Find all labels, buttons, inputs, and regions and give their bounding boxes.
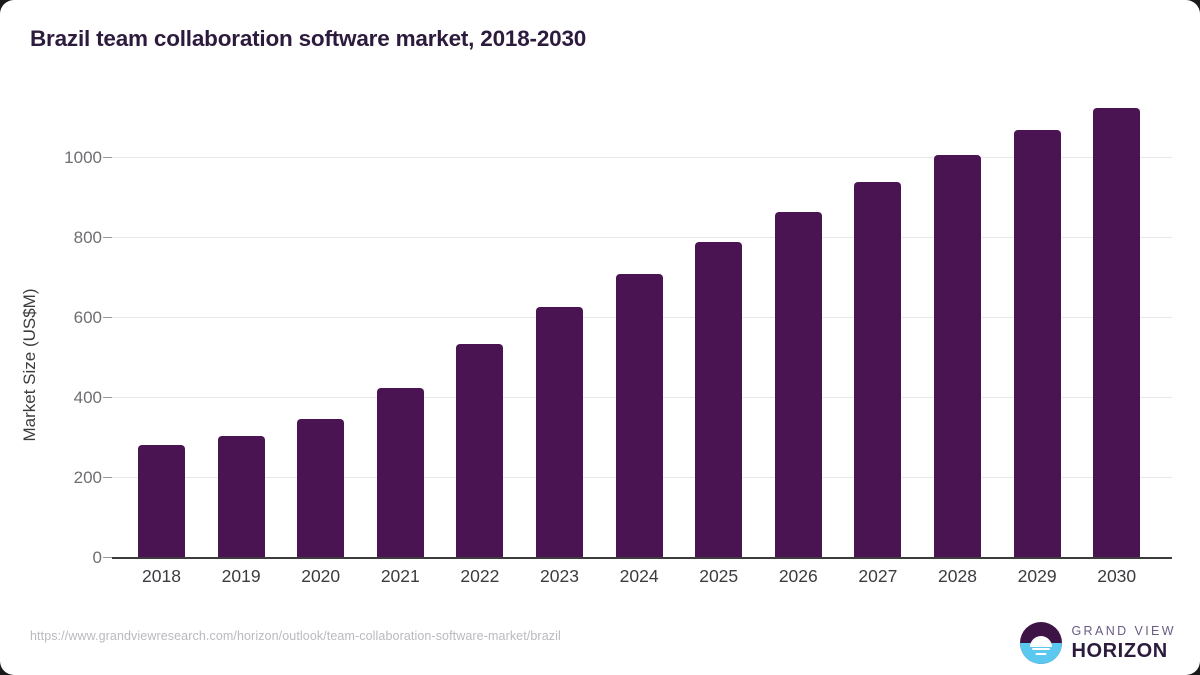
bar-2030[interactable]	[1093, 107, 1141, 557]
bar-2020[interactable]	[297, 419, 345, 557]
bar-2018[interactable]	[138, 445, 185, 557]
x-axis-line	[112, 557, 1172, 559]
x-tick-label-2029: 2029	[1017, 566, 1057, 586]
horizon-logo-icon	[1020, 622, 1063, 664]
x-tick-label-2025: 2025	[699, 566, 739, 586]
y-tick-mark	[103, 477, 112, 478]
brand-name-primary: GRAND VIEW	[1071, 624, 1176, 639]
y-tick-label: 400	[73, 388, 102, 407]
x-tick-label-2028: 2028	[938, 566, 977, 586]
y-tick-label: 800	[73, 228, 102, 247]
bar-2022[interactable]	[456, 343, 504, 557]
bar-2023[interactable]	[536, 306, 583, 557]
source-url-text: https://www.grandviewresearch.com/horizo…	[30, 629, 561, 643]
y-tick-mark	[103, 397, 112, 398]
logo-sun-dome-shape	[1030, 636, 1053, 648]
x-tick-label-2023: 2023	[540, 566, 579, 586]
bar-2029[interactable]	[1013, 129, 1061, 557]
y-tick-label: 0	[92, 548, 102, 567]
y-tick-mark	[103, 157, 112, 158]
x-tick-label-2027: 2027	[858, 566, 898, 586]
x-tick-label-2026: 2026	[778, 566, 818, 586]
x-tick-label-2022: 2022	[460, 566, 500, 586]
bar-2025[interactable]	[695, 242, 743, 557]
x-tick-label-2030: 2030	[1097, 566, 1137, 586]
y-tick-mark	[103, 557, 112, 558]
brand-name-secondary: HORIZON	[1071, 639, 1168, 662]
x-tick-label-2020: 2020	[301, 566, 341, 586]
page-title: Brazil team collaboration software marke…	[30, 26, 587, 51]
bar-2026[interactable]	[774, 212, 822, 557]
y-tick-label: 200	[73, 468, 102, 487]
brand-logo: GRAND VIEW HORIZON	[1020, 620, 1176, 666]
y-tick-mark	[103, 237, 112, 238]
gridline	[112, 237, 1172, 238]
bar-2019[interactable]	[217, 435, 265, 557]
x-tick-label-2018: 2018	[142, 566, 181, 586]
gridline	[112, 157, 1172, 158]
bar-2027[interactable]	[854, 182, 902, 557]
x-tick-label-2019: 2019	[221, 566, 261, 586]
x-tick-label-2024: 2024	[619, 566, 659, 586]
y-tick-label: 1000	[64, 148, 102, 167]
x-tick-label-2021: 2021	[380, 566, 420, 586]
logo-line-1	[1032, 648, 1051, 651]
bar-2021[interactable]	[376, 387, 424, 557]
y-axis-title: Market Size (US$M)	[20, 288, 39, 442]
bar-2028[interactable]	[934, 155, 981, 557]
brand-logo-text: GRAND VIEW HORIZON	[1071, 625, 1176, 661]
logo-line-2	[1035, 653, 1047, 656]
y-tick-mark	[103, 317, 112, 318]
bar-2024[interactable]	[615, 273, 663, 557]
y-tick-label: 600	[73, 308, 102, 327]
